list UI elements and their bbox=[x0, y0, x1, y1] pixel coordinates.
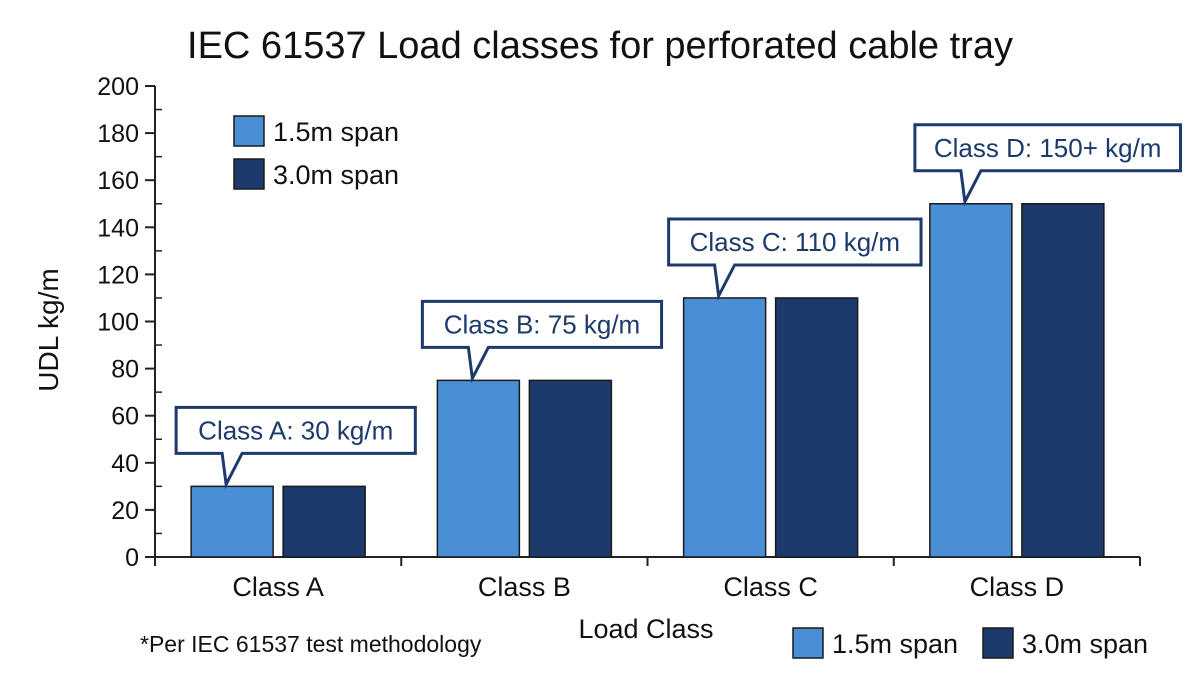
callout-label: Class D: 150+ kg/m bbox=[934, 133, 1162, 163]
callout-class-d: Class D: 150+ kg/m bbox=[913, 123, 1182, 207]
legend-bottom-right: 1.5m span 3.0m span bbox=[792, 627, 1148, 659]
y-tick-label: 60 bbox=[111, 403, 139, 431]
bar-class-a-3-0m-span bbox=[282, 485, 366, 558]
callouts: Class A: 30 kg/m Class B: 75 kg/m Class C:… bbox=[174, 123, 1182, 490]
bar-class-d-1-5m-span bbox=[929, 203, 1013, 558]
legend-label-3-0m-span: 3.0m span bbox=[1022, 629, 1148, 659]
y-tick-label: 100 bbox=[97, 309, 139, 337]
bar-class-c-3-0m-span bbox=[774, 297, 859, 558]
y-tick-label: 20 bbox=[111, 497, 139, 525]
y-tick-label: 200 bbox=[97, 73, 139, 101]
callout-class-b: Class B: 75 kg/m bbox=[420, 299, 664, 384]
y-axis-label: UDL kg/m bbox=[33, 268, 64, 391]
legend-swatch-3-0m-span bbox=[233, 158, 265, 190]
legend-swatch-3-0m-span bbox=[982, 627, 1014, 659]
bar-class-b-1-5m-span bbox=[436, 379, 521, 558]
legend-label-1-5m-span: 1.5m span bbox=[832, 629, 958, 659]
x-tick-label-class-a: Class A bbox=[232, 572, 324, 602]
chart-title: IEC 61537 Load classes for perforated ca… bbox=[187, 25, 1013, 67]
bar-class-a-1-5m-span bbox=[190, 485, 274, 558]
callout-label: Class A: 30 kg/m bbox=[198, 415, 393, 445]
legends: 1.5m span 3.0m span 1.5m span 3.0m span bbox=[233, 115, 1148, 659]
legend-swatch-1-5m-span bbox=[233, 115, 265, 147]
bars bbox=[190, 203, 1105, 558]
legend-label-1-5m-span: 1.5m span bbox=[273, 117, 399, 147]
callout-label: Class C: 110 kg/m bbox=[690, 227, 900, 257]
y-tick-label: 180 bbox=[97, 120, 139, 148]
y-tick-label: 140 bbox=[97, 214, 139, 242]
x-tick-label-class-c: Class C bbox=[723, 572, 818, 602]
callout-box bbox=[913, 123, 1182, 207]
x-axis-label: Load Class bbox=[578, 614, 713, 644]
y-tick-label: 40 bbox=[111, 450, 139, 478]
x-tick-label-class-d: Class D bbox=[970, 572, 1065, 602]
callout-box bbox=[667, 217, 923, 301]
y-tick-label: 0 bbox=[125, 544, 139, 572]
callout-class-c: Class C: 110 kg/m bbox=[667, 217, 923, 301]
legend-top-left: 1.5m span 3.0m span bbox=[233, 115, 399, 190]
callout-box bbox=[174, 405, 417, 490]
legend-swatch-1-5m-span bbox=[792, 627, 824, 659]
callout-label: Class B: 75 kg/m bbox=[444, 309, 641, 339]
axes: 0 20 40 60 80 100 120 140 160 180 200 Class A Class … bbox=[97, 73, 1141, 602]
legend-label-3-0m-span: 3.0m span bbox=[273, 160, 399, 190]
footnote: *Per IEC 61537 test methodology bbox=[140, 631, 482, 657]
x-tick-label-class-b: Class B bbox=[478, 572, 571, 602]
bar-class-b-3-0m-span bbox=[528, 379, 613, 558]
bar-class-c-1-5m-span bbox=[682, 297, 767, 558]
bar-class-d-3-0m-span bbox=[1021, 203, 1105, 558]
y-tick-label: 160 bbox=[97, 167, 139, 195]
y-tick-label: 80 bbox=[111, 356, 139, 384]
callout-class-a: Class A: 30 kg/m bbox=[174, 405, 417, 490]
callout-box bbox=[420, 299, 664, 384]
y-tick-label: 120 bbox=[97, 261, 139, 289]
